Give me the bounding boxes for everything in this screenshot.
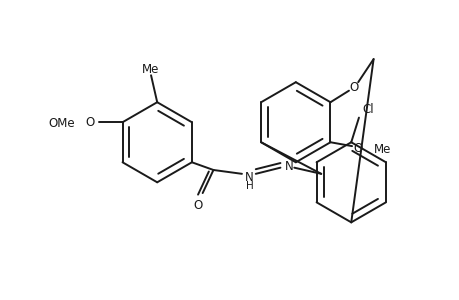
Text: N: N <box>285 160 293 172</box>
Text: H: H <box>245 181 253 190</box>
Text: Me: Me <box>373 143 390 156</box>
Text: Me: Me <box>142 63 159 76</box>
Text: OMe: OMe <box>48 117 75 130</box>
Text: O: O <box>193 199 202 212</box>
Text: O: O <box>353 142 362 155</box>
Text: O: O <box>85 116 95 130</box>
Text: N: N <box>245 171 253 184</box>
Text: O: O <box>349 81 358 94</box>
Text: Cl: Cl <box>362 103 374 116</box>
